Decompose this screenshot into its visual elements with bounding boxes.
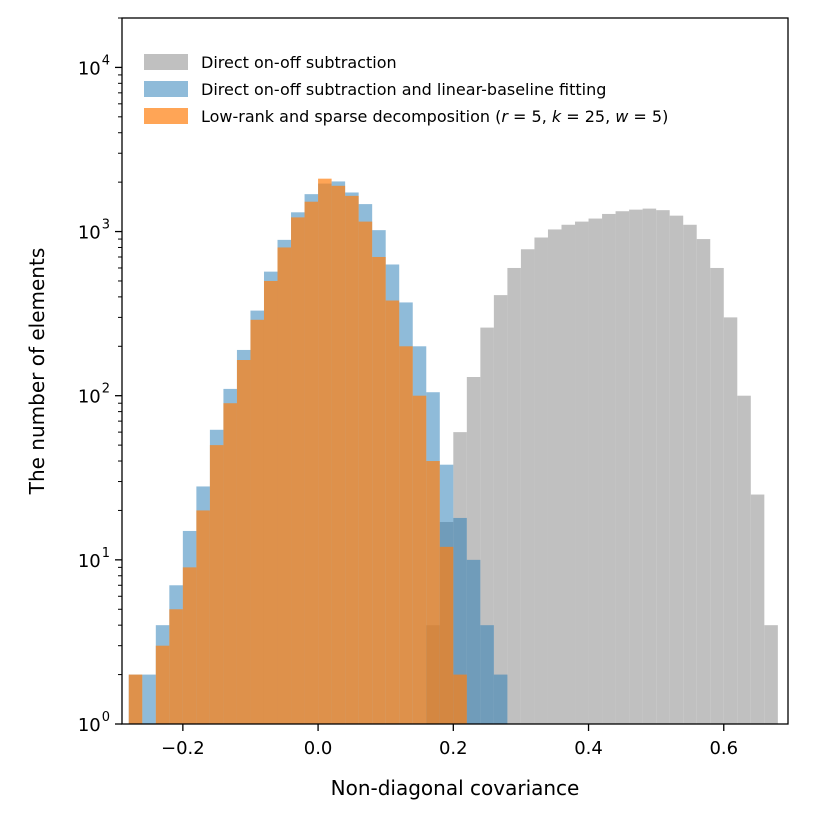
histogram-bar: [169, 609, 183, 724]
histogram-bar: [588, 218, 603, 724]
series-3: [128, 178, 467, 724]
histogram-bar: [602, 213, 616, 724]
histogram-bar: [182, 567, 197, 724]
histogram-bar: [575, 221, 589, 724]
histogram-bar: [493, 295, 508, 724]
y-tick-label: 104: [78, 53, 110, 79]
histogram-bar: [493, 674, 508, 724]
histogram-bar: [764, 625, 778, 724]
histogram-bar: [209, 445, 224, 724]
histogram-bar: [426, 461, 440, 724]
histogram-bar: [561, 224, 576, 725]
histogram-bar: [669, 215, 684, 725]
histogram-bar: [372, 256, 386, 724]
legend-swatch: [144, 81, 188, 97]
histogram-bar: [223, 403, 237, 724]
y-tick-label: 103: [78, 218, 110, 244]
histogram-bar: [331, 185, 346, 724]
histogram-bar: [507, 267, 521, 724]
histogram-bar: [304, 201, 319, 724]
legend-swatch: [144, 54, 188, 70]
histogram-bar: [345, 195, 359, 724]
histogram-bar: [263, 280, 278, 724]
plot-frame: [121, 17, 789, 725]
histogram-bar: [683, 224, 697, 725]
histogram-bar: [412, 395, 427, 724]
x-axis: −0.2 0.0 0.2 0.4 0.6: [161, 724, 738, 759]
y-tick-label: 100: [78, 710, 110, 736]
y-tick-label: 102: [78, 382, 110, 408]
histogram-bar: [547, 229, 562, 724]
legend: Direct on-off subtraction Direct on-off s…: [144, 53, 668, 126]
x-axis-label: Non-diagonal covariance: [331, 776, 580, 800]
histogram-bar: [399, 346, 413, 724]
histogram-bar: [142, 674, 156, 724]
histogram-bar: [615, 211, 630, 724]
histogram-bar: [480, 625, 494, 724]
x-tick-label: 0.2: [439, 738, 468, 759]
x-tick-label: 0.4: [574, 738, 603, 759]
x-tick-label: 0.6: [709, 738, 738, 759]
legend-label: Direct on-off subtraction and linear-bas…: [201, 80, 606, 99]
x-tick-label: −0.2: [161, 738, 205, 759]
histogram-bar: [480, 327, 494, 724]
histogram-bar: [385, 300, 400, 724]
histogram-bar: [750, 494, 765, 724]
histogram-bar: [656, 210, 670, 724]
histogram-bar: [155, 645, 170, 724]
histogram-bar: [358, 221, 373, 724]
legend-label: Direct on-off subtraction: [201, 53, 397, 72]
series-1: [426, 208, 778, 725]
legend-swatch: [144, 108, 188, 124]
histogram-bar: [534, 237, 548, 725]
histogram-bar: [291, 217, 305, 724]
histogram-bars: [128, 178, 778, 725]
histogram-bar: [642, 208, 657, 724]
histogram-bar: [318, 178, 332, 724]
histogram-bar: [723, 317, 738, 724]
histogram-bar: [453, 674, 467, 724]
x-tick-label: 0.0: [304, 738, 333, 759]
histogram-bar: [277, 247, 292, 724]
histogram-bar: [466, 559, 481, 724]
histogram-bar: [236, 360, 251, 724]
histogram-bar: [453, 517, 467, 724]
histogram-bar: [520, 249, 535, 724]
histogram-bar: [128, 674, 143, 724]
legend-label: Low-rank and sparse decomposition (r = 5…: [201, 107, 668, 126]
histogram-bar: [439, 546, 454, 724]
y-axis-label: The number of elements: [25, 248, 49, 496]
y-tick-label: 101: [78, 546, 110, 572]
histogram-bar: [710, 267, 724, 724]
histogram-bar: [696, 239, 711, 725]
histogram-bar: [629, 209, 643, 725]
histogram-bar: [250, 319, 264, 724]
y-axis: 100 101 102 103 104: [78, 17, 122, 736]
histogram-bar: [737, 395, 751, 724]
histogram-bar: [196, 510, 210, 724]
